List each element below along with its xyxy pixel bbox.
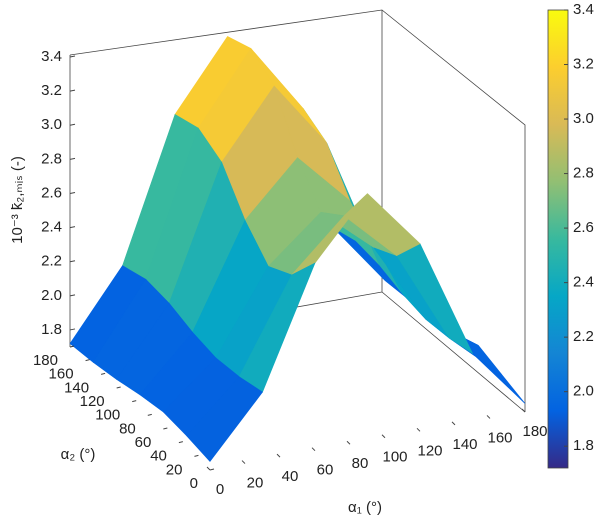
x-tick (346, 440, 351, 445)
y-tick-label: 120 (80, 393, 105, 410)
colorbar-tick-label: 2.4 (573, 274, 594, 291)
x-tick-label: 0 (216, 481, 224, 498)
y-tick-label: 140 (64, 379, 89, 396)
z-tick-label: 2.8 (41, 150, 62, 167)
colorbar-tick-label: 2.8 (573, 165, 594, 182)
z-tick-label: 2.6 (41, 184, 62, 201)
y-tick (132, 400, 137, 403)
x-axis-label: α₁ (°) (348, 499, 382, 516)
y-tick-label: 40 (150, 448, 167, 465)
x-tick-label: 180 (522, 423, 547, 440)
y-tick-label: 100 (95, 407, 120, 424)
x-tick (521, 408, 526, 413)
x-tick (486, 415, 491, 419)
colorbar-tick-label: 3.2 (573, 55, 594, 72)
x-tick-label: 40 (282, 468, 299, 485)
y-tick (178, 441, 184, 444)
z-tick-label: 3.4 (41, 48, 62, 65)
y-axis-label: α₂ (°) (61, 446, 96, 463)
z-tick-label: 2.2 (41, 253, 62, 270)
z-tick-label: 1.8 (41, 321, 62, 338)
colorbar-tick-label: 2.0 (573, 383, 594, 400)
colorbar-tick-label: 2.6 (573, 219, 594, 236)
z-tick (69, 157, 76, 160)
y-tick (116, 386, 121, 389)
y-tick (163, 427, 168, 430)
y-tick-label: 180 (33, 352, 58, 369)
z-tick-label: 2.4 (41, 219, 62, 236)
box-edge (381, 291, 526, 413)
z-tick (69, 191, 76, 194)
colorbar-tick-label: 3.0 (573, 110, 594, 127)
x-tick-label: 160 (487, 429, 512, 446)
x-tick-label: 100 (382, 449, 407, 466)
box-edge (69, 9, 526, 412)
x-tick-label: 140 (452, 436, 477, 453)
x-tick-label: 60 (317, 462, 334, 479)
surface-patch (186, 376, 263, 462)
z-axis-label: 10⁻³ k̄₂,ₘᵢₛ (-) (9, 156, 26, 244)
surface (69, 36, 526, 462)
y-tick-label: 80 (119, 420, 136, 437)
z-tick (69, 123, 76, 126)
colorbar-tick-label: 1.8 (573, 437, 594, 454)
y-tick-label: 20 (166, 461, 183, 478)
z-tick (69, 89, 76, 92)
z-tick-label: 3.2 (41, 82, 62, 99)
y-tick (194, 454, 199, 457)
x-tick (416, 427, 421, 432)
y-tick (85, 359, 90, 362)
x-tick (381, 434, 386, 439)
x-tick (311, 447, 316, 452)
x-tick (206, 466, 211, 471)
z-tick-label: 2.0 (41, 287, 62, 304)
y-tick (100, 372, 106, 375)
x-tick-label: 80 (352, 455, 369, 472)
z-tick (69, 226, 76, 229)
z-tick (69, 55, 76, 58)
x-tick (241, 460, 246, 464)
y-tick (147, 413, 152, 416)
z-tick (69, 260, 76, 263)
y-tick-label: 60 (135, 434, 152, 451)
x-tick-label: 120 (417, 442, 442, 459)
colorbar (547, 9, 569, 469)
y-tick (69, 345, 75, 348)
x-tick (276, 453, 281, 458)
y-tick-label: 160 (49, 366, 74, 383)
colorbar-tick-label: 3.4 (573, 1, 594, 18)
y-tick-label: 0 (190, 475, 198, 492)
y-tick (209, 468, 215, 471)
x-tick-label: 20 (247, 475, 264, 492)
z-tick-label: 3.0 (41, 116, 62, 133)
x-tick (451, 421, 456, 426)
colorbar-tick-label: 2.2 (573, 328, 594, 345)
z-tick (69, 328, 76, 331)
axes: 0 20 40 60 80 100 120 140 160 1800204060801001201… (33, 48, 548, 498)
z-tick (69, 294, 76, 297)
